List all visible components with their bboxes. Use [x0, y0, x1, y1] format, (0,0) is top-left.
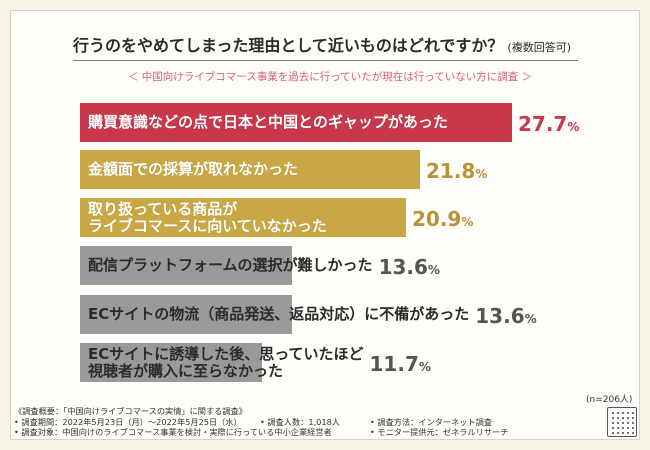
bar-label-6: ECサイトに誘導した後、思っていたほど 視聴者が購入に至らなかった [88, 346, 364, 380]
logo-dot [622, 412, 624, 414]
bar-label-line: ライブコマースに向いていなかった [88, 217, 327, 235]
footer-provider: • モニター提供元：ゼネラルリサーチ [370, 427, 509, 437]
chart-title: 行うのをやめてしまった理由として近いものはどれですか？ (複数回答可) [73, 32, 583, 56]
logo-dot [617, 422, 619, 424]
logo-dot [622, 422, 624, 424]
bar-value-number: 13.6 [378, 255, 428, 279]
bar-value-unit: % [461, 215, 474, 229]
logo-dot [632, 412, 634, 414]
bar-label-line: ECサイトの物流（商品発送、返品対応）に不備があった [88, 305, 470, 323]
chart-title-note: (複数回答可) [507, 41, 571, 54]
logo-dot [632, 432, 634, 434]
bar-value-number: 27.7 [518, 112, 568, 136]
logo-dot [632, 427, 634, 429]
logo-dot [612, 412, 614, 414]
logo-dot [627, 427, 629, 429]
logo-dot [617, 412, 619, 414]
bar-label-line: ECサイトに誘導した後、思っていたほど [88, 345, 364, 363]
logo-dot [617, 417, 619, 419]
bar-label-line: 購買意識などの点で日本と中国とのギャップがあった [88, 113, 448, 131]
bar-label-line: 視聴者が購入に至らなかった [88, 362, 284, 380]
logo-dot [627, 422, 629, 424]
title-divider [73, 60, 578, 61]
logo-dot [627, 417, 629, 419]
logo-dot [622, 417, 624, 419]
logo-dot [622, 432, 624, 434]
bar-value-4: 13.6% [379, 255, 440, 279]
footer-period: • 調査期間：2022年5月23日（月）～2022年5月25日（水） [14, 416, 242, 427]
bar-value-3: 20.9% [412, 207, 473, 231]
bar-label-line: 金額面での採算が取れなかった [88, 160, 299, 178]
logo-dot [612, 417, 614, 419]
logo-dot [632, 422, 634, 424]
bar-value-number: 13.6 [475, 304, 525, 328]
logo-dot [612, 422, 614, 424]
logo-dot [622, 427, 624, 429]
bar-value-unit: % [427, 263, 440, 277]
bar-label-4: 配信プラットフォームの選択が難しかった [88, 257, 373, 274]
logo-dot [627, 432, 629, 434]
logo-dot [617, 432, 619, 434]
survey-footer: 《調査概要：「中国向けライブコマースの実情」に関する調査》 • 調査期間：202… [14, 406, 508, 438]
footer-overview: 《調査概要：「中国向けライブコマースの実情」に関する調査》 [14, 406, 247, 416]
bar-label-1: 購買意識などの点で日本と中国とのギャップがあった [88, 114, 448, 131]
brand-logo [607, 407, 637, 437]
bar-label-3: 取り扱っている商品が ライブコマースに向いていなかった [88, 201, 327, 235]
bar-value-number: 21.8 [426, 159, 476, 183]
bar-label-5: ECサイトの物流（商品発送、返品対応）に不備があった [88, 306, 469, 323]
bar-label-2: 金額面での採算が取れなかった [88, 161, 298, 178]
bar-value-number: 11.7 [369, 352, 419, 376]
sample-size-label: (n=206人) [586, 395, 633, 405]
logo-dot [617, 427, 619, 429]
bar-value-unit: % [418, 360, 431, 374]
logo-dot [627, 412, 629, 414]
bar-value-6: 11.7% [370, 352, 431, 376]
bar-value-5: 13.6% [475, 304, 536, 328]
bar-3 [80, 198, 406, 237]
bar-1 [80, 103, 512, 142]
footer-method: • 調査方法：インターネット調査 [370, 416, 493, 427]
bar-value-1: 27.7% [518, 112, 579, 136]
bar-value-unit: % [567, 120, 580, 134]
logo-dot [612, 427, 614, 429]
bar-value-2: 21.8% [426, 159, 487, 183]
footer-respondents: • 調査人数：1,018人 [260, 416, 340, 427]
logo-dot [632, 417, 634, 419]
chart-title-text: 行うのをやめてしまった理由として近いものはどれですか？ [73, 36, 504, 55]
bar-4 [80, 246, 292, 285]
footer-target: • 調査対象：中国向けのライブコマース事業を検討・実際に行っている中小企業経営者 [14, 427, 332, 437]
bar-value-unit: % [524, 312, 537, 326]
logo-dot [612, 432, 614, 434]
bar-label-line: 配信プラットフォームの選択が難しかった [88, 256, 373, 274]
chart-subtitle: ＜ 中国向けライブコマース事業を過去に行っていたが現在は行っていない方に調査 ＞ [127, 71, 533, 83]
bar-5 [80, 295, 292, 334]
bar-2 [80, 150, 420, 189]
bar-value-unit: % [475, 167, 488, 181]
bar-6 [80, 343, 262, 382]
bar-value-number: 20.9 [412, 207, 462, 231]
bar-label-line: 取り扱っている商品が [88, 200, 238, 218]
